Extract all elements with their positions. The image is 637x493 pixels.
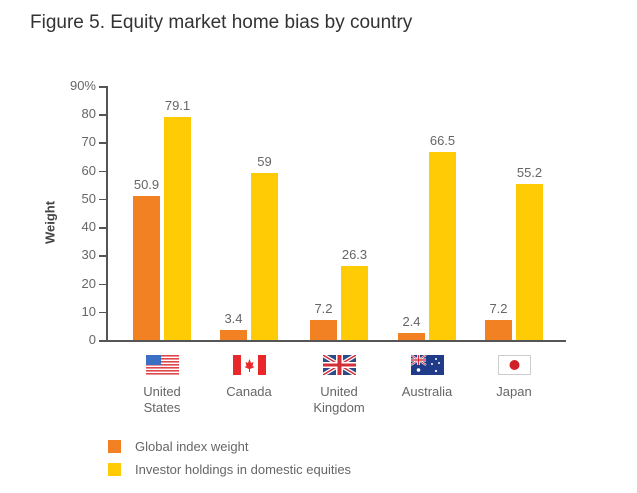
category-label: Australia [382, 384, 472, 400]
legend-label: Investor holdings in domestic equities [135, 462, 352, 477]
category-label: Japan [469, 384, 559, 400]
y-tick [99, 311, 107, 314]
category-label: Canada [204, 384, 294, 400]
bar-value-label: 50.9 [133, 177, 160, 193]
y-tick-label: 40 [81, 219, 96, 235]
y-tick-label: 80 [81, 106, 96, 122]
bar-domestic-holdings [164, 116, 191, 340]
category-label-line: Kingdom [313, 400, 365, 415]
canada-flag-icon [233, 355, 266, 375]
y-tick [99, 340, 107, 342]
category-label-line: States [143, 400, 181, 415]
bar-value-label: 7.2 [314, 300, 333, 316]
bar-domestic-holdings [429, 152, 456, 340]
y-tick-label: 50 [81, 190, 96, 206]
y-tick-label: 30 [81, 247, 96, 263]
y-tick [99, 198, 107, 201]
y-tick [99, 114, 107, 116]
category-label-line: Canada [226, 384, 272, 399]
legend-swatch-global [108, 440, 121, 453]
category-label-line: United [143, 384, 181, 399]
y-tick [99, 283, 107, 286]
category-label: United States [117, 384, 207, 416]
y-tick [99, 142, 107, 144]
bar-value-label: 3.4 [224, 311, 243, 327]
category-label-line: Australia [401, 384, 453, 399]
bar-value-label: 2.4 [402, 314, 421, 330]
legend-item-domestic: Investor holdings in domestic equities [108, 462, 351, 477]
y-tick-label: 90% [69, 78, 96, 93]
us-flag-icon [146, 355, 179, 375]
y-tick-label: 0 [88, 332, 96, 347]
y-tick [99, 86, 107, 88]
bar-value-label: 59 [257, 154, 272, 170]
category-label-line: Japan [496, 384, 532, 399]
uk-flag-icon [321, 353, 358, 377]
category-label: United Kingdom [294, 384, 384, 416]
bar-global-index [398, 333, 425, 340]
legend-label: Global index weight [135, 439, 249, 454]
bar-domestic-holdings [516, 184, 543, 340]
bar-domestic-holdings [251, 173, 278, 340]
category-label-line: United [320, 384, 358, 399]
y-tick [99, 255, 107, 257]
chart-title: Figure 5. Equity market home bias by cou… [30, 12, 413, 33]
y-tick-label: 20 [81, 275, 96, 291]
legend-swatch-domestic [108, 463, 121, 476]
bar-global-index [133, 196, 160, 340]
y-tick [99, 170, 107, 173]
bar-global-index [220, 330, 247, 340]
x-axis [106, 340, 566, 342]
australia-flag-icon [410, 354, 444, 375]
japan-flag-icon [498, 355, 531, 375]
legend-item-global: Global index weight [108, 439, 248, 454]
bar-global-index [310, 319, 337, 340]
bar-value-label: 7.2 [489, 300, 508, 316]
bar-value-label: 55.2 [516, 165, 543, 181]
bar-domestic-holdings [341, 265, 368, 340]
y-axis [106, 86, 108, 341]
y-tick [99, 227, 107, 229]
y-tick-label: 70 [81, 134, 96, 150]
y-tick-label: 60 [81, 162, 96, 178]
bar-global-index [485, 319, 512, 340]
y-tick-label: 10 [81, 303, 96, 319]
bar-value-label: 26.3 [341, 246, 368, 262]
bar-value-label: 66.5 [429, 133, 456, 149]
bar-value-label: 79.1 [164, 97, 191, 113]
